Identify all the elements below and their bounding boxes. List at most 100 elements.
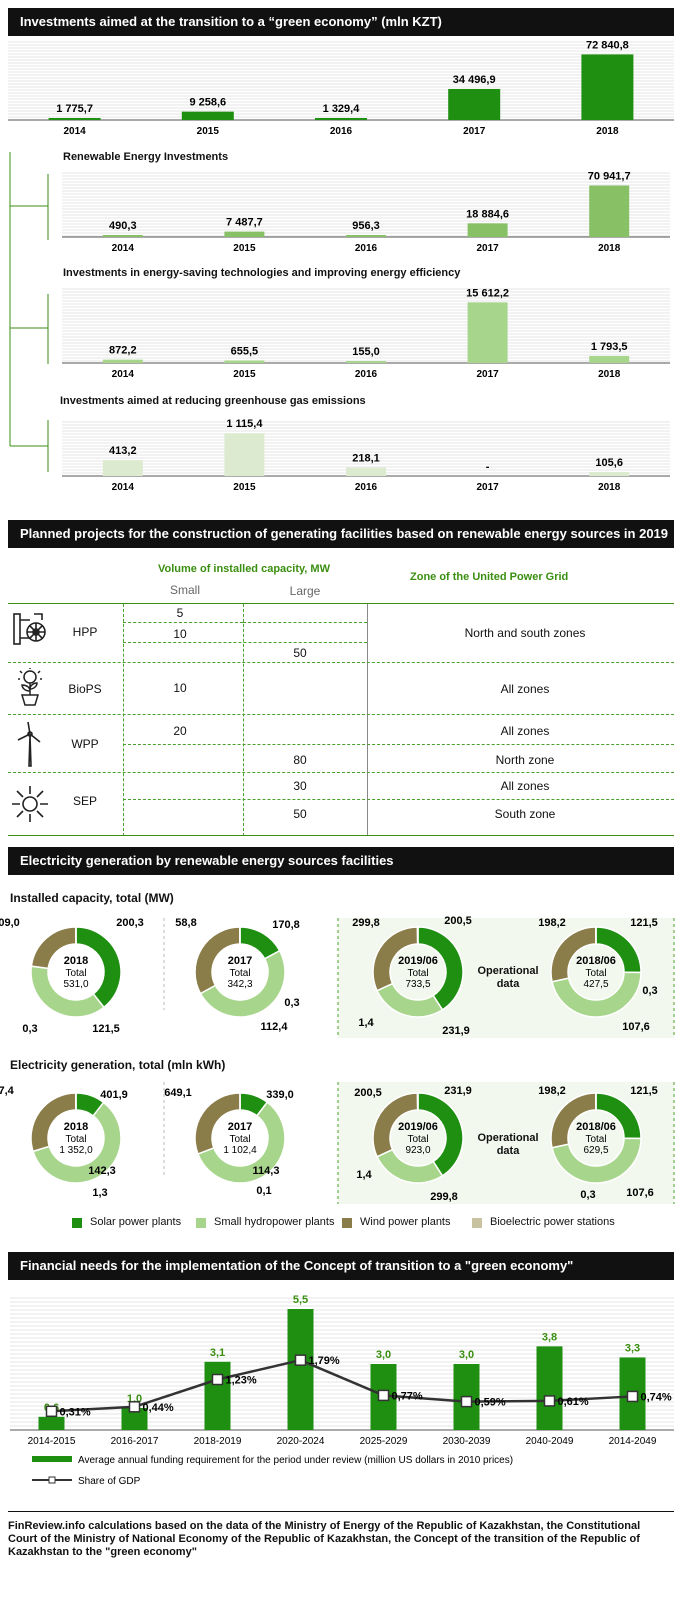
financial-header: Financial needs for the implementation o… — [8, 1252, 674, 1280]
inv-bar-3-0 — [102, 460, 143, 476]
fin-bar-label-5: 3,0 — [459, 1349, 474, 1361]
donut-label-4-3-3: 0,3 — [642, 985, 657, 997]
inv-chart-title-2: Investments in energy-saving technologie… — [63, 267, 461, 279]
donut-total-label: Total — [585, 968, 606, 979]
inv-bar-3-1 — [224, 433, 265, 476]
inv-bar-2-3 — [467, 302, 508, 363]
fin-cat-1: 2016-2017 — [111, 1436, 159, 1447]
inv-bar-2-1 — [224, 360, 265, 363]
inv-value-3-3: - — [486, 461, 490, 473]
gdp-point-4 — [377, 1389, 390, 1402]
donut-period: 2018/06 — [576, 1121, 616, 1133]
inv-chart-title-1: Renewable Energy Investments — [63, 151, 228, 163]
inv-cat-1-1: 2015 — [233, 243, 256, 254]
inv-bar-1-2 — [346, 235, 386, 237]
projects-header: Planned projects for the construction of… — [8, 520, 674, 548]
tree-connectors — [9, 152, 49, 472]
inv-bar-2-2 — [346, 361, 386, 363]
donut-label-5-1-2: 339,0 — [266, 1089, 294, 1101]
donut-label-4-0-0: 209,0 — [0, 917, 20, 929]
donut-period: 2019/06 — [398, 1121, 438, 1133]
donut-label-4-1-1: 170,8 — [272, 919, 300, 931]
hpp-v3: 50 — [293, 646, 307, 660]
gdp-label-0: 0,31% — [60, 1406, 91, 1418]
generation-title: Electricity generation, total (mln kWh) — [10, 1058, 226, 1072]
gdp-label-2: 1,23% — [226, 1375, 257, 1387]
donut-total: 1 352,0 — [59, 1145, 93, 1156]
fin-bar-label-3: 5,5 — [293, 1294, 308, 1306]
fin-cat-7: 2014-2049 — [609, 1436, 657, 1447]
legend-bio: Bioelectric power stations — [490, 1216, 615, 1228]
inv-value-0-1: 9 258,6 — [189, 97, 226, 109]
donut-total-label: Total — [407, 1134, 428, 1145]
inv-cat-3-4: 2018 — [598, 482, 621, 493]
inv-chart-1: Renewable Energy Investments 490,3 2014 7 4… — [62, 151, 670, 254]
gdp-point-5 — [460, 1395, 473, 1408]
inv-value-1-4: 70 941,7 — [588, 171, 631, 183]
donut-label-5-0-2: 401,9 — [100, 1089, 128, 1101]
inv-bar-3-2 — [346, 467, 386, 476]
donut-period: 2017 — [228, 955, 252, 967]
donut-label-5-0-3: 1,3 — [92, 1187, 107, 1199]
donut-slice-5-3-1 — [551, 1137, 642, 1184]
donut-label-5-2-0: 299,8 — [430, 1191, 458, 1203]
fin-bar-label-6: 3,8 — [542, 1331, 557, 1343]
inv-chart-0: 1 775,7 2014 9 258,6 2015 1 329,4 2016 34 496,… — [8, 39, 674, 137]
donut-label-4-3-2: 121,5 — [630, 917, 658, 929]
inv-bar-1-0 — [102, 235, 143, 237]
fin-bar-2 — [204, 1361, 231, 1430]
sep-v1: 30 — [293, 779, 307, 793]
donut-label-4-3-1: 198,2 — [538, 917, 566, 929]
gdp-point-1 — [128, 1401, 141, 1413]
inv-bar-0-3 — [448, 88, 501, 120]
inv-chart-3: Investments aimed at reducing greenhouse… — [60, 395, 670, 493]
fin-cat-4: 2025-2029 — [360, 1436, 408, 1447]
inv-chart-title-3: Investments aimed at reducing greenhouse… — [60, 395, 366, 407]
donut-total: 427,5 — [583, 979, 608, 990]
inv-cat-1-0: 2014 — [112, 243, 135, 254]
wpp-v2: 80 — [293, 753, 307, 767]
donut-label-5-3-3: 0,3 — [580, 1189, 595, 1201]
donut-total-label: Total — [407, 968, 428, 979]
donut-label-5-1-0: 114,3 — [253, 1165, 280, 1177]
gdp-line — [51, 1358, 633, 1413]
gdp-point-2 — [211, 1373, 224, 1386]
fin-bar-label-2: 3,1 — [210, 1347, 225, 1359]
inv-value-2-0: 872,2 — [109, 345, 137, 357]
hpp-icon — [12, 608, 48, 648]
inv-cat-2-2: 2016 — [355, 369, 378, 380]
hpp-v2: 10 — [173, 627, 187, 641]
fin-cat-3: 2020-2024 — [277, 1436, 325, 1447]
gdp-point-3 — [294, 1354, 307, 1366]
donut-label-4-1-0: 58,8 — [175, 917, 196, 929]
sep-zone2: South zone — [494, 807, 556, 821]
donut-label-5-0-0: 142,3 — [88, 1165, 116, 1177]
fin-legend-bar-label: Average annual funding requirement for t… — [78, 1455, 513, 1466]
inv-bar-1-1 — [224, 231, 265, 237]
donut-total: 629,5 — [583, 1145, 608, 1156]
inv-cat-1-2: 2016 — [355, 243, 378, 254]
inv-bar-3-4 — [589, 471, 630, 476]
legend-solar-swatch — [72, 1218, 82, 1228]
gdp-label-3: 1,79% — [309, 1355, 340, 1367]
generation-header: Electricity generation by renewable ener… — [8, 847, 674, 875]
donut-total: 342,3 — [227, 979, 252, 990]
donut-label-4-2-2: 231,9 — [442, 1025, 470, 1037]
inv-cat-2-1: 2015 — [233, 369, 256, 380]
donut-slice-4-2-3 — [416, 926, 419, 945]
financial-chart: 0,62014-20151,02016-20173,12018-20195,52… — [10, 1294, 674, 1487]
donut-label-5-2-3: 1,4 — [356, 1169, 372, 1181]
inv-cat-0-2: 2016 — [330, 126, 353, 137]
donut-label-4-2-0: 299,8 — [352, 917, 380, 929]
inv-cat-0-1: 2015 — [197, 126, 220, 137]
donut-label-5-1-1: 649,1 — [164, 1087, 192, 1099]
donut-period: 2018 — [64, 1121, 88, 1133]
col-small: Small — [169, 583, 200, 597]
